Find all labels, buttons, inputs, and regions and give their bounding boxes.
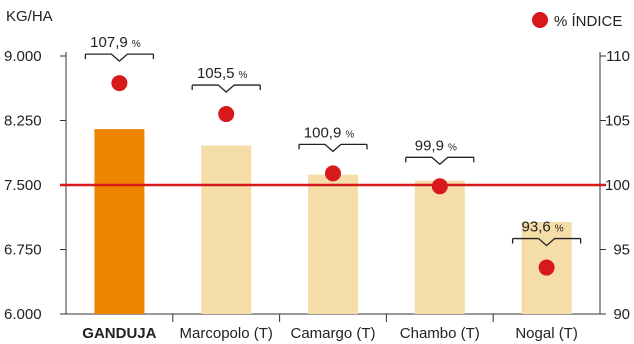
index-marker (111, 75, 128, 92)
callout-pointer (192, 84, 261, 93)
index-value: 100,9 (304, 124, 342, 141)
bars (94, 129, 572, 314)
left-axis-unit-label: KG/HA (6, 8, 53, 25)
callout-pointer (85, 53, 154, 62)
left-tick-label: 7.500 (4, 177, 42, 194)
index-marker (538, 259, 555, 276)
index-marker (325, 165, 341, 182)
index-label: 100,9% (304, 124, 355, 141)
index-markers (111, 75, 555, 276)
callout-pointer (512, 237, 581, 247)
index-unit: % (345, 129, 354, 140)
bar-highlight (94, 129, 145, 314)
right-tick-label: 100 (605, 177, 630, 194)
right-tick-label: 90 (613, 306, 630, 323)
legend-label: % ÍNDICE (554, 13, 622, 30)
bar (201, 145, 252, 314)
legend: % ÍNDICE (532, 12, 622, 30)
bar (308, 174, 358, 314)
index-unit: % (555, 224, 564, 235)
index-marker (218, 106, 235, 123)
right-tick-label: 105 (605, 113, 630, 130)
right-tick-label: 95 (613, 242, 630, 259)
index-label: 93,6% (522, 219, 564, 236)
index-value: 99,9 (415, 137, 444, 154)
category-label: Camargo (T) (290, 325, 375, 342)
category-label-highlight: GANDUJA (82, 325, 156, 342)
index-marker (431, 178, 448, 195)
index-unit: % (132, 39, 141, 50)
legend-marker (532, 12, 548, 28)
index-label: 107,9% (90, 34, 141, 51)
callout-pointer (299, 143, 367, 153)
right-tick-label: 110 (606, 48, 630, 65)
index-unit: % (239, 70, 248, 81)
index-label: 99,9% (415, 137, 457, 154)
axes: 9.000 8.250 7.500 6.750 6.000 110 105 100 95 90 (4, 48, 630, 323)
left-tick-label: 6.750 (4, 242, 42, 259)
left-tick-label: 6.000 (4, 306, 42, 323)
callout-pointer (405, 156, 474, 166)
index-value: 105,5 (197, 65, 235, 82)
index-callouts: 107,9 %105,5 %100,9 %99,9 %93,6% (84, 34, 582, 247)
index-label: 105,5% (197, 65, 248, 82)
category-label: Nogal (T) (515, 325, 578, 342)
category-label: Marcopolo (T) (180, 325, 273, 342)
index-value: 107,9 (90, 34, 128, 51)
index-value: 93,6 (522, 219, 551, 236)
category-labels: GANDUJA Marcopolo (T) Camargo (T) Chambo (T… (82, 325, 578, 342)
bar (414, 180, 465, 314)
index-unit: % (448, 142, 457, 153)
category-label: Chambo (T) (400, 325, 480, 342)
left-tick-label: 8.250 (4, 113, 42, 130)
left-tick-label: 9.000 (4, 48, 42, 65)
